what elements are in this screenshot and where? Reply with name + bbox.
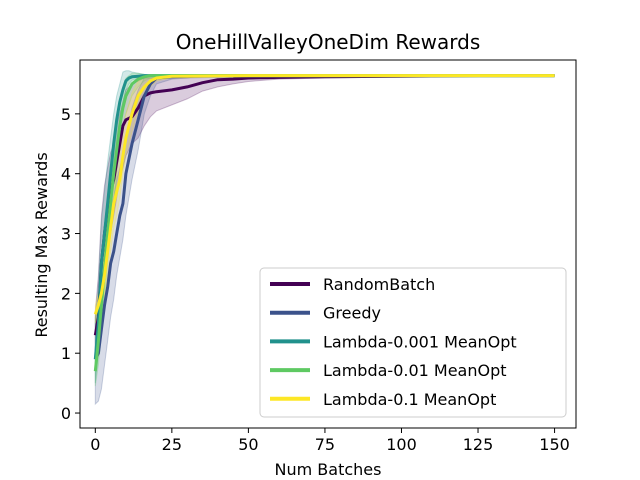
x-tick-label: 25	[162, 435, 182, 454]
legend-label: Lambda-0.1 MeanOpt	[323, 390, 496, 409]
legend-label: Lambda-0.001 MeanOpt	[323, 332, 517, 351]
axes-frame	[79, 59, 577, 429]
x-tick-label: 0	[90, 435, 100, 454]
series-group	[93, 70, 555, 406]
y-axis-label: Resulting Max Rewards	[32, 152, 51, 337]
x-tick-label: 100	[386, 435, 417, 454]
y-tick-label: 1	[61, 344, 71, 363]
x-axis-label: Num Batches	[275, 460, 382, 479]
legend-label: Lambda-0.01 MeanOpt	[323, 361, 507, 380]
plot-area: 0 25 50 75 100 125 150 0 1 2 3 4 5 RandomBatch Greedy L…	[61, 59, 577, 454]
x-tick-label: 125	[463, 435, 494, 454]
y-tick-label: 2	[61, 284, 71, 303]
legend	[259, 267, 567, 418]
series-line-4	[93, 74, 555, 315]
chart-title: OneHillValleyOneDim Rewards	[176, 30, 481, 54]
x-tick-label: 50	[238, 435, 258, 454]
y-tick-label: 0	[61, 404, 71, 423]
legend-label: Greedy	[323, 304, 381, 323]
y-tick-label: 5	[61, 105, 71, 124]
legend-label: RandomBatch	[323, 275, 435, 294]
y-tick-label: 3	[61, 225, 71, 244]
y-tick-label: 4	[61, 165, 71, 184]
x-tick-label: 75	[315, 435, 335, 454]
x-tick-label: 150	[539, 435, 570, 454]
